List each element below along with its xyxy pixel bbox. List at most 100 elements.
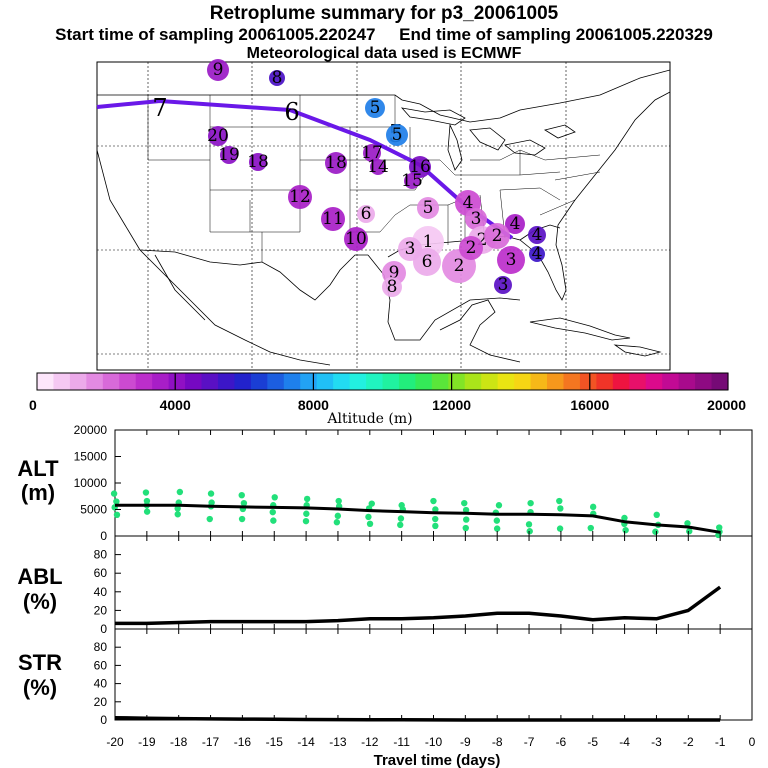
alt-scatter-point [144, 508, 150, 514]
colorbar-swatch [169, 373, 186, 390]
x-tick-label: 0 [749, 735, 756, 749]
alt-y-tick-label: 10000 [74, 476, 108, 490]
colorbar-swatch [563, 373, 580, 390]
colorbar-swatch [37, 373, 54, 390]
alt-scatter-point [463, 516, 469, 522]
x-tick-label: -12 [361, 735, 379, 749]
colorbar-swatch [514, 373, 531, 390]
alt-scatter-point [241, 500, 247, 506]
colorbar-swatch [103, 373, 120, 390]
colorbar-swatch [613, 373, 630, 390]
cluster-point-label: 3 [405, 239, 416, 259]
cluster-point-label: 4 [532, 244, 543, 264]
alt-scatter-point [588, 525, 594, 531]
cluster-point: 5 [386, 124, 408, 146]
colorbar-swatch [498, 373, 515, 390]
colorbar-swatch [350, 373, 367, 390]
colorbar-swatch [70, 373, 87, 390]
x-tick-label: -15 [266, 735, 284, 749]
colorbar-tick-label: 4000 [160, 397, 191, 413]
alt-scatter-point [398, 515, 404, 521]
cluster-point-label: 15 [401, 171, 423, 191]
alt-scatter-point [335, 513, 341, 519]
colorbar-tick-label: 16000 [570, 397, 609, 413]
x-tick-label: -18 [170, 735, 188, 749]
alt-scatter-point [652, 529, 658, 535]
alt-scatter-point [239, 492, 245, 498]
alt-scatter-point [270, 509, 276, 515]
abl-panel-label: ABL [17, 564, 62, 589]
cluster-point-label: 5 [392, 125, 403, 145]
colorbar-swatch [251, 373, 268, 390]
x-tick-label: -1 [715, 735, 726, 749]
alt-panel-unit: (m) [21, 480, 55, 505]
colorbar-swatch [481, 373, 498, 390]
alt-scatter-point [175, 511, 181, 517]
cluster-point-label: 18 [325, 153, 347, 173]
str-y-tick-label: 60 [94, 658, 108, 672]
str-series-line [115, 718, 720, 720]
x-axis-title: Travel time (days) [374, 752, 501, 768]
alt-scatter-point [272, 494, 278, 500]
alt-scatter-point [177, 489, 183, 495]
cluster-point: 10 [344, 227, 368, 251]
abl-y-tick-label: 60 [94, 566, 108, 580]
colorbar-swatch [383, 373, 400, 390]
colorbar-swatch [86, 373, 103, 390]
alt-scatter-point [111, 490, 117, 496]
alt-scatter-point [207, 516, 213, 522]
alt-scatter-point [432, 516, 438, 522]
alt-scatter-point [461, 500, 467, 506]
colorbar-tick-label: 12000 [432, 397, 471, 413]
cluster-point: 8 [382, 277, 402, 297]
alt-scatter-point [143, 489, 149, 495]
cluster-point: 2 [459, 236, 483, 260]
colorbar-swatch [185, 373, 202, 390]
cluster-point: 15 [401, 171, 423, 191]
colorbar-swatch [300, 373, 317, 390]
colorbar-swatch [218, 373, 235, 390]
x-tick-label: -19 [138, 735, 156, 749]
alt-scatter-point [303, 518, 309, 524]
alt-y-tick-label: 0 [100, 529, 107, 543]
colorbar-swatch [284, 373, 301, 390]
panel-axis-ticks: 05000100001500020000020406080020406080-2… [74, 423, 756, 749]
x-tick-label: -16 [234, 735, 252, 749]
colorbar-swatch [136, 373, 153, 390]
cluster-point-label: 3 [498, 275, 509, 295]
colorbar-swatch [267, 373, 284, 390]
cluster-point-label: 20 [207, 126, 229, 146]
x-tick-label: -4 [619, 735, 630, 749]
cluster-point-label: 2 [492, 226, 503, 246]
colorbar-swatch [53, 373, 70, 390]
alt-y-tick-label: 15000 [74, 450, 108, 464]
abl-series-line [115, 587, 720, 623]
alt-scatter-point [365, 514, 371, 520]
colorbar-swatch [317, 373, 334, 390]
cluster-point-label: 10 [345, 229, 367, 249]
colorbar-swatch [333, 373, 350, 390]
colorbar-swatch [366, 373, 383, 390]
abl-panel-frame [115, 536, 752, 629]
alt-scatter-point [397, 522, 403, 528]
figure-canvas: 765 985520191818171416151211651043444132… [0, 0, 768, 768]
cluster-point: 18 [325, 152, 347, 174]
cluster-point-label: 8 [387, 277, 398, 297]
colorbar-swatch [448, 373, 465, 390]
alt-y-tick-label: 20000 [74, 423, 108, 437]
x-tick-label: -9 [460, 735, 471, 749]
map-panel: 765 985520191818171416151211651043444132… [97, 59, 670, 370]
colorbar-swatch [695, 373, 712, 390]
cluster-point-label: 12 [289, 187, 311, 207]
cluster-point-label: 6 [422, 252, 433, 272]
alt-scatter-point [367, 521, 373, 527]
alt-series-line [115, 505, 720, 532]
x-tick-label: -8 [492, 735, 503, 749]
abl-y-tick-label: 20 [94, 603, 108, 617]
x-tick-label: -10 [425, 735, 443, 749]
cluster-point-label: 4 [532, 225, 543, 245]
str-y-tick-label: 40 [94, 677, 108, 691]
colorbar-swatch [547, 373, 564, 390]
cluster-point: 12 [288, 185, 312, 209]
cluster-point-label: 8 [272, 68, 283, 88]
